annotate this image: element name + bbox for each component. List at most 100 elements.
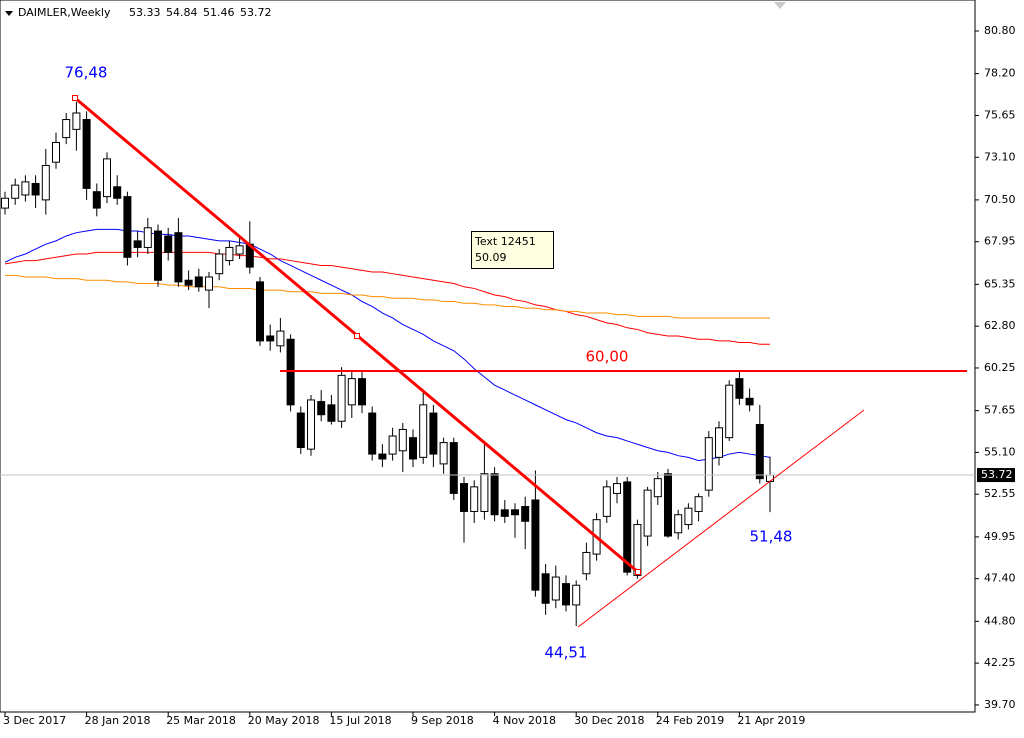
candle-body [72, 112, 81, 130]
menu-arrow[interactable] [5, 11, 13, 16]
candle-body [470, 486, 479, 512]
candle-body [551, 576, 560, 601]
y-tick-label: 73.10 [984, 150, 1016, 163]
candle-body [511, 509, 519, 516]
plot [0, 101, 975, 627]
candle-body [256, 281, 264, 342]
y-tick-label: 55.10 [984, 445, 1016, 458]
y-tick-label: 44.80 [984, 614, 1016, 627]
candle-body [541, 573, 550, 604]
trend-anchor [72, 95, 78, 101]
candle-body [704, 437, 713, 491]
price-label: 53.72 [981, 468, 1013, 481]
candle-body [154, 230, 162, 281]
candle-body [123, 196, 132, 258]
candle-body [21, 181, 30, 196]
candle-body [613, 483, 621, 494]
candle-body [62, 119, 71, 139]
candle-body [674, 514, 683, 534]
candle-body [490, 473, 499, 516]
x-tick-label: 9 Sep 2018 [411, 714, 474, 727]
candle-body [215, 253, 224, 275]
x-tick-label: 24 Feb 2019 [656, 714, 724, 727]
candle-body [103, 158, 111, 198]
x-tick-label: 4 Nov 2018 [493, 714, 556, 727]
candle-body [368, 412, 377, 455]
candle-body [653, 478, 662, 498]
candle-body [225, 246, 234, 262]
candle-body [82, 119, 91, 189]
candle-body [143, 227, 152, 248]
candle-body [266, 335, 275, 342]
x-tick-label: 21 Apr 2019 [737, 714, 805, 727]
candle-body [337, 374, 346, 422]
candle-body [460, 483, 468, 512]
tooltip [471, 231, 554, 269]
candle-body [725, 384, 734, 439]
x-tick-label: 28 Jan 2018 [85, 714, 151, 727]
candle-body [582, 551, 591, 575]
candle-body [11, 184, 20, 199]
annotation: 51,48 [750, 528, 793, 546]
candle-body [745, 397, 754, 406]
y-tick-label: 78.20 [984, 67, 1016, 80]
y-tick-label: 62.80 [984, 319, 1016, 332]
x-tick-label: 3 Dec 2017 [3, 714, 66, 727]
candle-body [439, 442, 448, 465]
candle-body [92, 191, 101, 209]
candle-body [235, 245, 244, 255]
candle-body [766, 474, 774, 482]
candle-body [735, 378, 744, 399]
candle-body [31, 182, 40, 196]
x-tick-label: 30 Dec 2018 [574, 714, 644, 727]
candle-body [531, 499, 540, 591]
candle-body [327, 404, 336, 422]
y-tick-label: 47.40 [984, 572, 1016, 585]
candle-body [133, 240, 142, 248]
support-line [577, 409, 865, 628]
price-label-box [977, 468, 1015, 483]
moving-average [5, 274, 770, 319]
candle-body [755, 424, 764, 480]
candle-body [358, 378, 366, 406]
candle-body [694, 496, 703, 512]
header-open: 53.33 [129, 6, 161, 19]
candle-body [684, 507, 693, 526]
trend-anchor [354, 333, 360, 339]
candle-body [664, 473, 672, 537]
y-tick-label: 57.65 [984, 404, 1016, 417]
candle-body [286, 338, 295, 406]
symbol: DAIMLER,Weekly [18, 6, 111, 19]
candle-body [521, 506, 530, 522]
annotation: 60,00 [586, 348, 629, 366]
candle-body [419, 404, 428, 458]
candle-body [378, 453, 387, 460]
candle-body [429, 412, 438, 455]
candle-body [449, 442, 458, 494]
candle-body [194, 276, 203, 288]
y-tick-label: 67.95 [984, 235, 1016, 248]
candle-body [500, 509, 509, 517]
candle-body [1, 197, 9, 209]
plot-frame [0, 0, 976, 713]
header-close: 53.72 [240, 6, 272, 19]
moving-average [4, 228, 771, 462]
candle-body [184, 279, 193, 286]
candle-body [276, 330, 285, 347]
candle-body [643, 489, 652, 537]
candle-body [164, 235, 173, 253]
annotation: 76,48 [65, 64, 108, 82]
candle-body [388, 435, 397, 455]
header-low: 51.46 [203, 6, 235, 19]
candle-body [113, 186, 122, 199]
candle-body [562, 583, 570, 606]
candle-body [205, 276, 213, 291]
trend-anchor [635, 569, 641, 575]
y-tick-label: 65.35 [984, 277, 1016, 290]
y-tick-label: 75.65 [984, 108, 1016, 121]
y-tick-label: 39.70 [984, 698, 1016, 711]
y-tick-label: 42.25 [984, 656, 1016, 669]
x-tick-label: 15 Jul 2018 [329, 714, 391, 727]
candle-body [317, 401, 326, 416]
